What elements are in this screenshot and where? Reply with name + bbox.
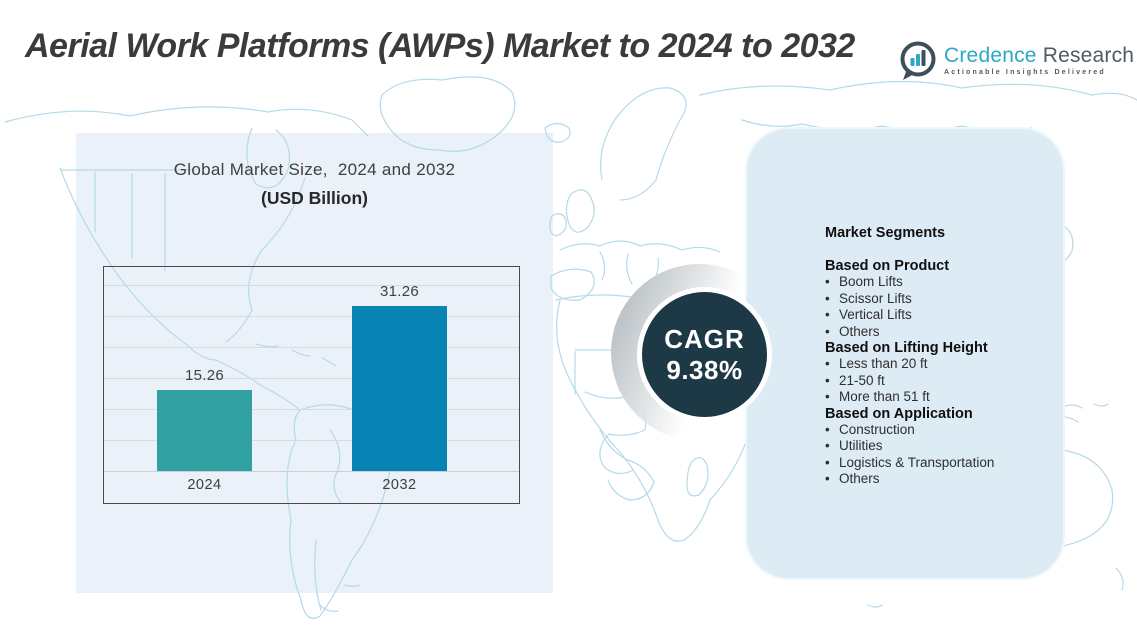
segments-sections: Based on Product • Boom Lifts • Scissor Lift… xyxy=(825,258,1060,488)
gridline xyxy=(104,347,519,348)
bar-value-label: 31.26 xyxy=(379,283,420,300)
bar-chart-frame: 15.26 31.26 2024 2032 xyxy=(103,266,520,504)
cagr-badge: CAGR 9.38% xyxy=(637,287,772,422)
bar-value-label: 15.26 xyxy=(184,367,225,384)
bullet-icon: • xyxy=(825,454,830,470)
bullet-icon: • xyxy=(825,323,830,339)
segments-heading: Market Segments xyxy=(825,225,946,241)
segment-item: • Vertical Lifts xyxy=(825,307,1060,323)
segment-item: • Scissor Lifts xyxy=(825,291,1060,307)
bullet-icon: • xyxy=(825,422,830,438)
segment-item: • Construction xyxy=(825,422,1060,438)
bullet-icon: • xyxy=(825,471,830,487)
bullet-icon: • xyxy=(825,307,830,323)
page-title: Aerial Work Platforms (AWPs) Market to 2… xyxy=(25,27,855,65)
segment-item: • Logistics & Transportation xyxy=(825,455,1060,471)
segments-panel: Market Segments Based on Product • Boom Li… xyxy=(745,127,1065,580)
segment-item: • Less than 20 ft xyxy=(825,356,1060,372)
cagr-label: CAGR xyxy=(664,323,745,354)
segment-item: • More than 51 ft xyxy=(825,389,1060,405)
brand-name: Credence Research xyxy=(944,45,1134,67)
bullet-icon: • xyxy=(825,438,830,454)
bullet-icon: • xyxy=(825,290,830,306)
brand-name-secondary: Research xyxy=(1042,44,1135,67)
segment-item: • 21-50 ft xyxy=(825,373,1060,389)
segment-section-title: Based on Lifting Height xyxy=(825,340,988,357)
segment-item-label: Boom Lifts xyxy=(839,274,903,290)
segment-item-label: Vertical Lifts xyxy=(839,307,912,323)
gridline xyxy=(104,285,519,286)
segment-item: • Utilities xyxy=(825,438,1060,454)
chart-titles: Global Market Size, 2024 and 2032 (USD B… xyxy=(76,160,553,209)
cagr-value: 9.38% xyxy=(666,354,743,385)
segment-item: • Others xyxy=(825,324,1060,340)
bar-chart-speech-bubble-icon xyxy=(900,41,936,80)
segment-item-label: Less than 20 ft xyxy=(839,356,928,372)
segment-item-label: Logistics & Transportation xyxy=(839,454,995,470)
bar-2032 xyxy=(352,306,447,471)
segment-item-label: Utilities xyxy=(839,438,883,454)
gridline xyxy=(104,316,519,317)
bar-2024 xyxy=(157,390,252,471)
segment-item: • Others xyxy=(825,471,1060,487)
segment-item-label: More than 51 ft xyxy=(839,389,930,405)
chart-title: Global Market Size, 2024 and 2032 xyxy=(173,160,456,179)
brand-text: Credence Research Actionable Insights De… xyxy=(944,40,1134,77)
x-axis-labels: 2024 2032 xyxy=(104,472,519,503)
bullet-icon: • xyxy=(825,389,830,405)
segment-item: • Boom Lifts xyxy=(825,274,1060,290)
gridline xyxy=(104,378,519,379)
segment-section-title: Based on Application xyxy=(825,405,973,422)
segment-section-title: Based on Product xyxy=(825,258,950,274)
segment-item-label: Scissor Lifts xyxy=(839,290,912,306)
brand-logo: Credence Research Actionable Insights De… xyxy=(898,40,1134,82)
bullet-icon: • xyxy=(825,274,830,290)
chart-subtitle: (USD Billion) xyxy=(261,188,368,208)
bar-category-label: 2024 xyxy=(187,477,222,493)
brand-name-primary: Credence xyxy=(944,44,1037,67)
bullet-icon: • xyxy=(825,372,830,388)
segment-item-label: Others xyxy=(839,471,880,487)
segment-item-label: 21-50 ft xyxy=(839,372,885,388)
brand-tagline: Actionable Insights Delivered xyxy=(944,69,1106,76)
bar-category-label: 2032 xyxy=(382,477,417,493)
bullet-icon: • xyxy=(825,356,830,372)
segment-item-label: Others xyxy=(839,323,880,339)
segment-item-label: Construction xyxy=(839,422,915,438)
plot-area: 15.26 31.26 xyxy=(104,267,519,472)
segments-content: Market Segments Based on Product • Boom Li… xyxy=(825,225,1060,488)
